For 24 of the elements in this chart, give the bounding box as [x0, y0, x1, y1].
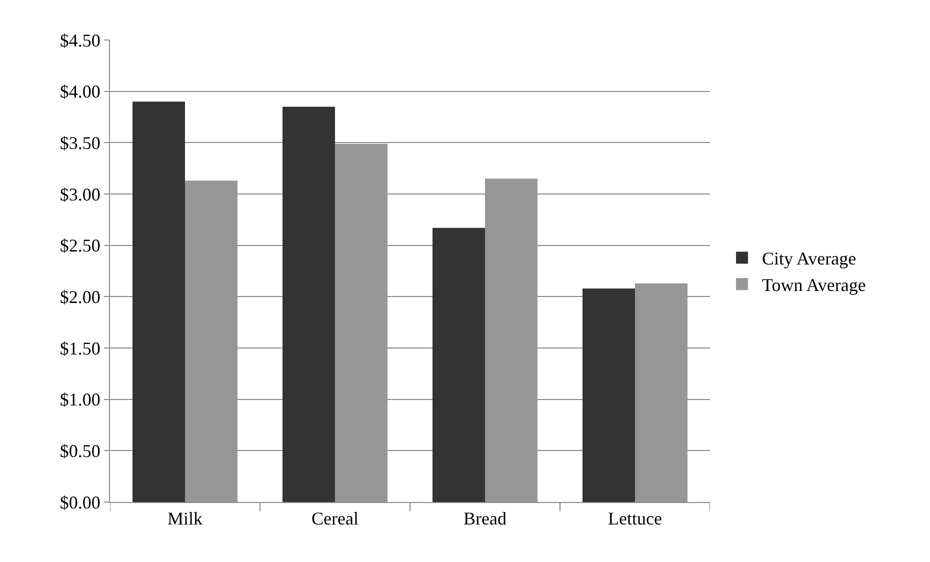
- bar: [335, 144, 388, 502]
- legend-label: Town Average: [762, 275, 866, 296]
- y-tick-label: $1.50: [60, 338, 100, 358]
- x-tick-label: Bread: [464, 508, 506, 529]
- y-tick-label: $4.00: [60, 82, 100, 102]
- y-tick-label: $0.50: [60, 440, 100, 461]
- bar: [582, 288, 635, 502]
- x-tick-label: Cereal: [312, 508, 358, 529]
- bar: [132, 102, 185, 502]
- y-tick-label: $3.50: [60, 132, 100, 153]
- y-tick-label: $1.00: [60, 390, 100, 410]
- y-tick-label: $2.50: [60, 236, 100, 256]
- bar: [432, 228, 485, 502]
- y-tick-label: $4.50: [60, 30, 100, 50]
- bar: [185, 180, 238, 502]
- y-tick-label: $2.00: [60, 286, 100, 307]
- bar: [635, 283, 688, 502]
- x-tick-label: Lettuce: [608, 508, 662, 529]
- bar: [282, 106, 335, 502]
- y-tick-label: $3.00: [60, 184, 100, 204]
- y-tick-label: $0.00: [60, 492, 100, 512]
- bar: [485, 178, 538, 502]
- legend-label: City Average: [762, 248, 856, 269]
- x-tick-label: Milk: [167, 508, 203, 529]
